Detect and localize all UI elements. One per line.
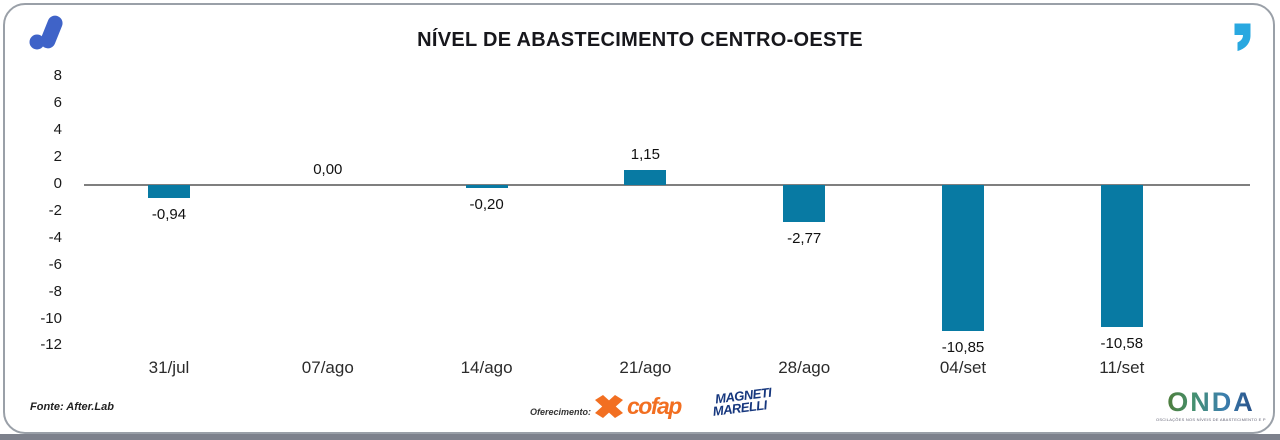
x-category-label: 21/ago bbox=[619, 358, 672, 377]
bar-value-label: 1,15 bbox=[630, 145, 660, 163]
bar bbox=[465, 185, 508, 188]
x-category-label: 31/jul bbox=[148, 358, 190, 377]
x-category-label: 04/set bbox=[939, 358, 987, 377]
onda-logo: ONDA OSCILAÇÕES NOS NÍVEIS DE ABASTECIME… bbox=[1156, 387, 1266, 423]
y-tick-label: -8 bbox=[48, 282, 62, 300]
cofap-x-icon bbox=[595, 395, 623, 418]
zero-line bbox=[84, 184, 1250, 186]
bar bbox=[783, 185, 826, 223]
bar-value-label: -0,94 bbox=[151, 205, 187, 223]
x-category-label: 07/ago bbox=[301, 358, 354, 377]
y-tick-label: -12 bbox=[40, 336, 62, 354]
bar bbox=[148, 185, 190, 198]
y-tick-label: -2 bbox=[48, 201, 62, 219]
y-tick-label: 8 bbox=[53, 67, 62, 85]
bar-value-label: -10,58 bbox=[1100, 335, 1144, 353]
page-title: NÍVEL DE ABASTECIMENTO CENTRO-OESTE bbox=[417, 29, 863, 51]
x-category-label: 11/set bbox=[1099, 358, 1145, 377]
bar bbox=[624, 169, 667, 185]
cofap-logo-text: cofap bbox=[627, 393, 682, 419]
cofap-logo: cofap bbox=[594, 393, 682, 420]
quote-path bbox=[1234, 23, 1251, 51]
source-note: Fonte: After.Lab bbox=[30, 401, 114, 413]
bar-value-label: -10,85 bbox=[941, 338, 985, 356]
bar bbox=[942, 185, 984, 331]
logo-dot bbox=[29, 34, 45, 50]
y-tick-label: -10 bbox=[40, 309, 62, 327]
onda-logo-tagline: OSCILAÇÕES NOS NÍVEIS DE ABASTECIMENTO E… bbox=[1156, 417, 1266, 422]
bottom-accent-strip bbox=[0, 434, 1280, 440]
afterlab-logo-icon bbox=[28, 12, 68, 57]
magneti-marelli-logo: MAGNETI MARELLI bbox=[705, 385, 783, 419]
bar-value-label: 0,00 bbox=[313, 161, 343, 178]
x-category-label: 14/ago bbox=[460, 358, 513, 377]
onda-logo-text: ONDA bbox=[1167, 387, 1255, 417]
y-tick-label: 0 bbox=[53, 175, 62, 192]
bar bbox=[1100, 185, 1143, 328]
logo-bar bbox=[40, 15, 63, 49]
chart-card bbox=[3, 3, 1275, 434]
bar-value-label: -2,77 bbox=[787, 230, 822, 248]
quote-mark-icon bbox=[1233, 22, 1252, 57]
y-tick-label: -4 bbox=[48, 228, 62, 246]
sponsor-label: Oferecimento: bbox=[530, 407, 592, 417]
y-tick-label: 4 bbox=[53, 121, 62, 139]
bar-value-label: -0,20 bbox=[469, 195, 504, 213]
x-category-label: 28/ago bbox=[778, 358, 831, 377]
y-tick-label: 6 bbox=[53, 94, 62, 112]
y-tick-label: -6 bbox=[48, 255, 62, 273]
y-tick-label: 2 bbox=[53, 148, 62, 166]
